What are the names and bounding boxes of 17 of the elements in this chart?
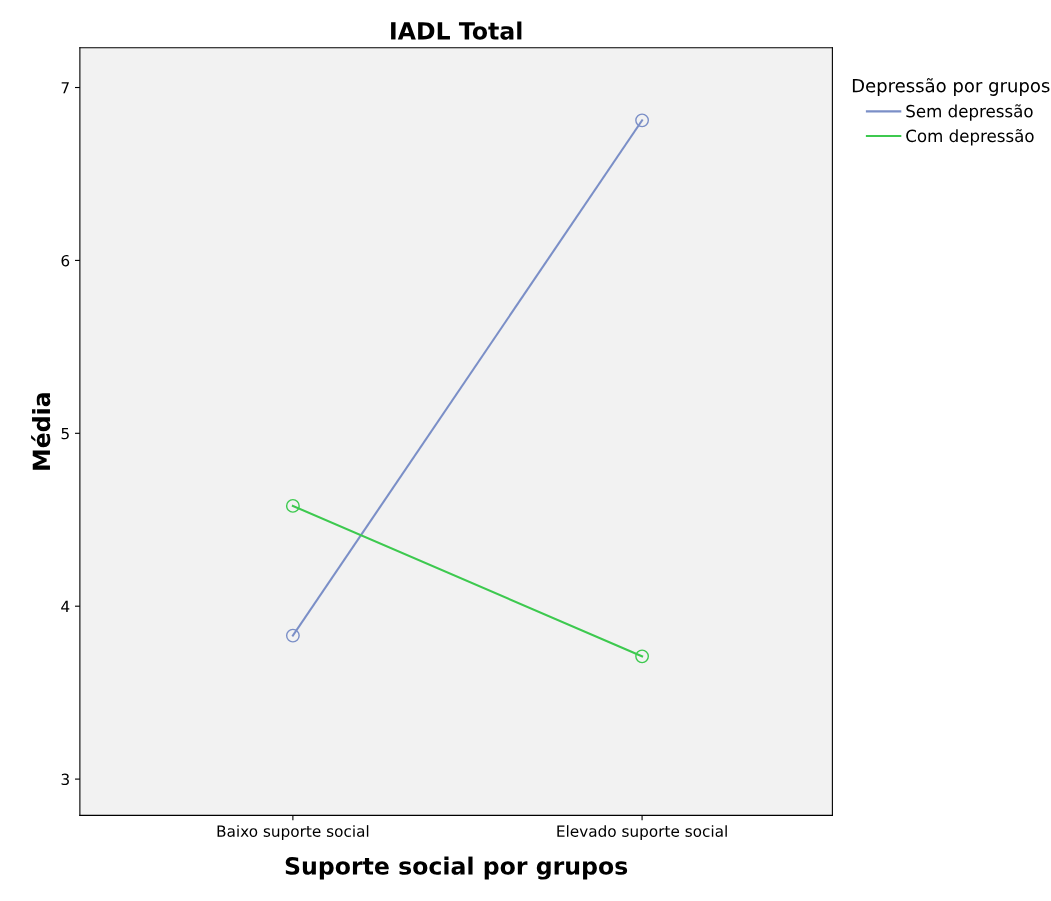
y-tick-label: 3 [61, 773, 69, 786]
y-axis-title: Média [31, 393, 51, 470]
point [635, 113, 650, 128]
legend-title: Depressão por grupos [852, 78, 1050, 96]
x-tick-label: Baixo suporte social [217, 825, 369, 840]
chart-title: IADL Total [391, 21, 522, 40]
y-tick-label: 6 [61, 254, 70, 267]
x-tick-label: Elevado suporte social [557, 825, 727, 840]
point [635, 649, 650, 664]
y-tick-label: 4 [61, 600, 70, 613]
legend-label: Sem depressão [906, 104, 1033, 121]
x-axis-title: Suporte social por grupos [285, 856, 628, 880]
point [285, 628, 300, 643]
y-tick-label: 7 [61, 82, 69, 94]
point [285, 498, 300, 513]
y-tick-label: 5 [61, 427, 69, 440]
legend-label: Com depressão [906, 128, 1034, 146]
